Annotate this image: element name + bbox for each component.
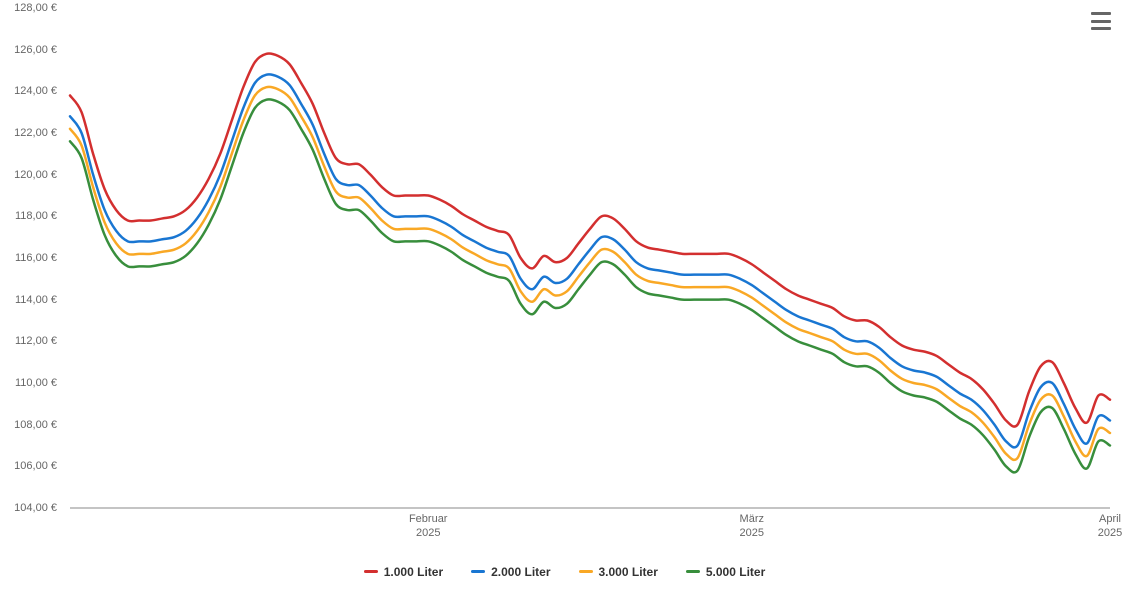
- y-tick-label: 122,00 €: [14, 127, 57, 139]
- legend-swatch: [364, 570, 378, 573]
- series-line-s1000[interactable]: [70, 53, 1110, 426]
- y-tick-label: 116,00 €: [15, 252, 57, 264]
- y-tick-label: 110,00 €: [15, 377, 57, 389]
- price-chart: 104,00 € 106,00 € 108,00 € 110,00 € 112,00 €…: [0, 0, 1129, 616]
- y-tick-label: 126,00 €: [14, 44, 57, 56]
- legend-label: 1.000 Liter: [384, 565, 443, 579]
- plot-area: [70, 8, 1110, 508]
- legend-item-s3000[interactable]: 3.000 Liter: [579, 565, 658, 579]
- y-tick-label: 120,00 €: [14, 169, 57, 181]
- y-tick-label: 112,00 €: [15, 335, 57, 347]
- legend: 1.000 Liter 2.000 Liter 3.000 Liter 5.000 L…: [0, 560, 1129, 579]
- y-tick-label: 118,00 €: [15, 210, 57, 222]
- chart-svg: [70, 8, 1110, 508]
- y-tick-label: 108,00 €: [14, 419, 57, 431]
- legend-label: 5.000 Liter: [706, 565, 765, 579]
- x-tick-label: März2025: [740, 512, 764, 541]
- x-tick-label: April2025: [1098, 512, 1122, 541]
- y-tick-label: 128,00 €: [14, 2, 57, 14]
- legend-swatch: [579, 570, 593, 573]
- legend-label: 2.000 Liter: [491, 565, 550, 579]
- legend-item-s1000[interactable]: 1.000 Liter: [364, 565, 443, 579]
- y-tick-label: 104,00 €: [14, 502, 57, 514]
- legend-swatch: [471, 570, 485, 573]
- legend-item-s5000[interactable]: 5.000 Liter: [686, 565, 765, 579]
- legend-item-s2000[interactable]: 2.000 Liter: [471, 565, 550, 579]
- x-tick-label: Februar2025: [409, 512, 448, 541]
- x-axis-labels: Februar2025März2025April2025: [70, 512, 1110, 552]
- y-tick-label: 124,00 €: [14, 85, 57, 97]
- legend-label: 3.000 Liter: [599, 565, 658, 579]
- y-tick-label: 106,00 €: [14, 460, 57, 472]
- legend-swatch: [686, 570, 700, 573]
- y-axis-labels: 104,00 €106,00 €108,00 €110,00 €112,00 €…: [0, 8, 65, 508]
- y-tick-label: 114,00 €: [15, 294, 57, 306]
